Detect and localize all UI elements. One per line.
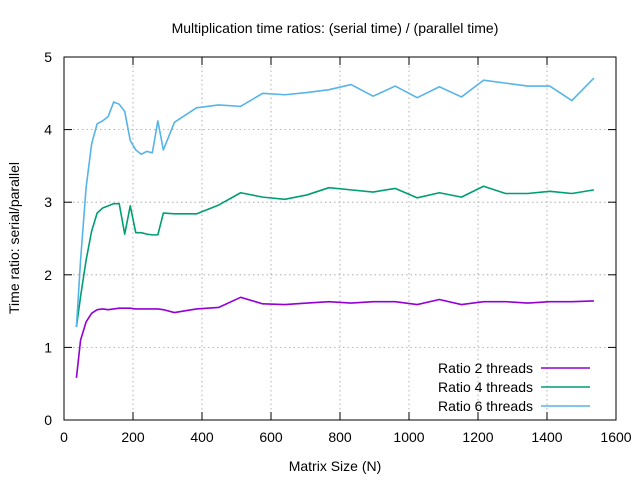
x-axis-label: Matrix Size (N) (289, 458, 382, 474)
y-axis-label: Time ratio: serial/parallel (6, 162, 22, 314)
series-group (75, 77, 595, 378)
x-tick-label: 200 (121, 429, 145, 445)
x-tick-label: 1000 (393, 429, 424, 445)
y-tick-label: 2 (44, 267, 52, 283)
grid (64, 57, 616, 420)
x-tick-label: 400 (190, 429, 214, 445)
series-line-1 (75, 296, 594, 378)
chart-title: Multiplication time ratios: (serial time… (172, 20, 499, 36)
legend: Ratio 2 threads Ratio 4 threads Ratio 6 th… (438, 360, 590, 414)
x-tick-label: 0 (60, 429, 68, 445)
legend-label-1: Ratio 2 threads (438, 360, 533, 376)
x-tick-label: 1600 (600, 429, 631, 445)
x-tick-label: 800 (328, 429, 352, 445)
y-tick-label: 4 (44, 122, 52, 138)
x-tick-label: 1400 (531, 429, 562, 445)
ticks: 0 200 400 600 800 1000 1200 1400 1600 0 1 2 3 4 5 (44, 49, 632, 445)
y-tick-label: 3 (44, 194, 52, 210)
legend-label-2: Ratio 4 threads (438, 379, 533, 395)
x-tick-label: 1200 (462, 429, 493, 445)
legend-label-3: Ratio 6 threads (438, 398, 533, 414)
series-line-2 (75, 185, 595, 328)
x-tick-label: 600 (259, 429, 283, 445)
y-tick-label: 0 (44, 412, 52, 428)
y-tick-label: 1 (44, 339, 52, 355)
series-line-3 (75, 77, 595, 328)
y-tick-label: 5 (44, 49, 52, 65)
